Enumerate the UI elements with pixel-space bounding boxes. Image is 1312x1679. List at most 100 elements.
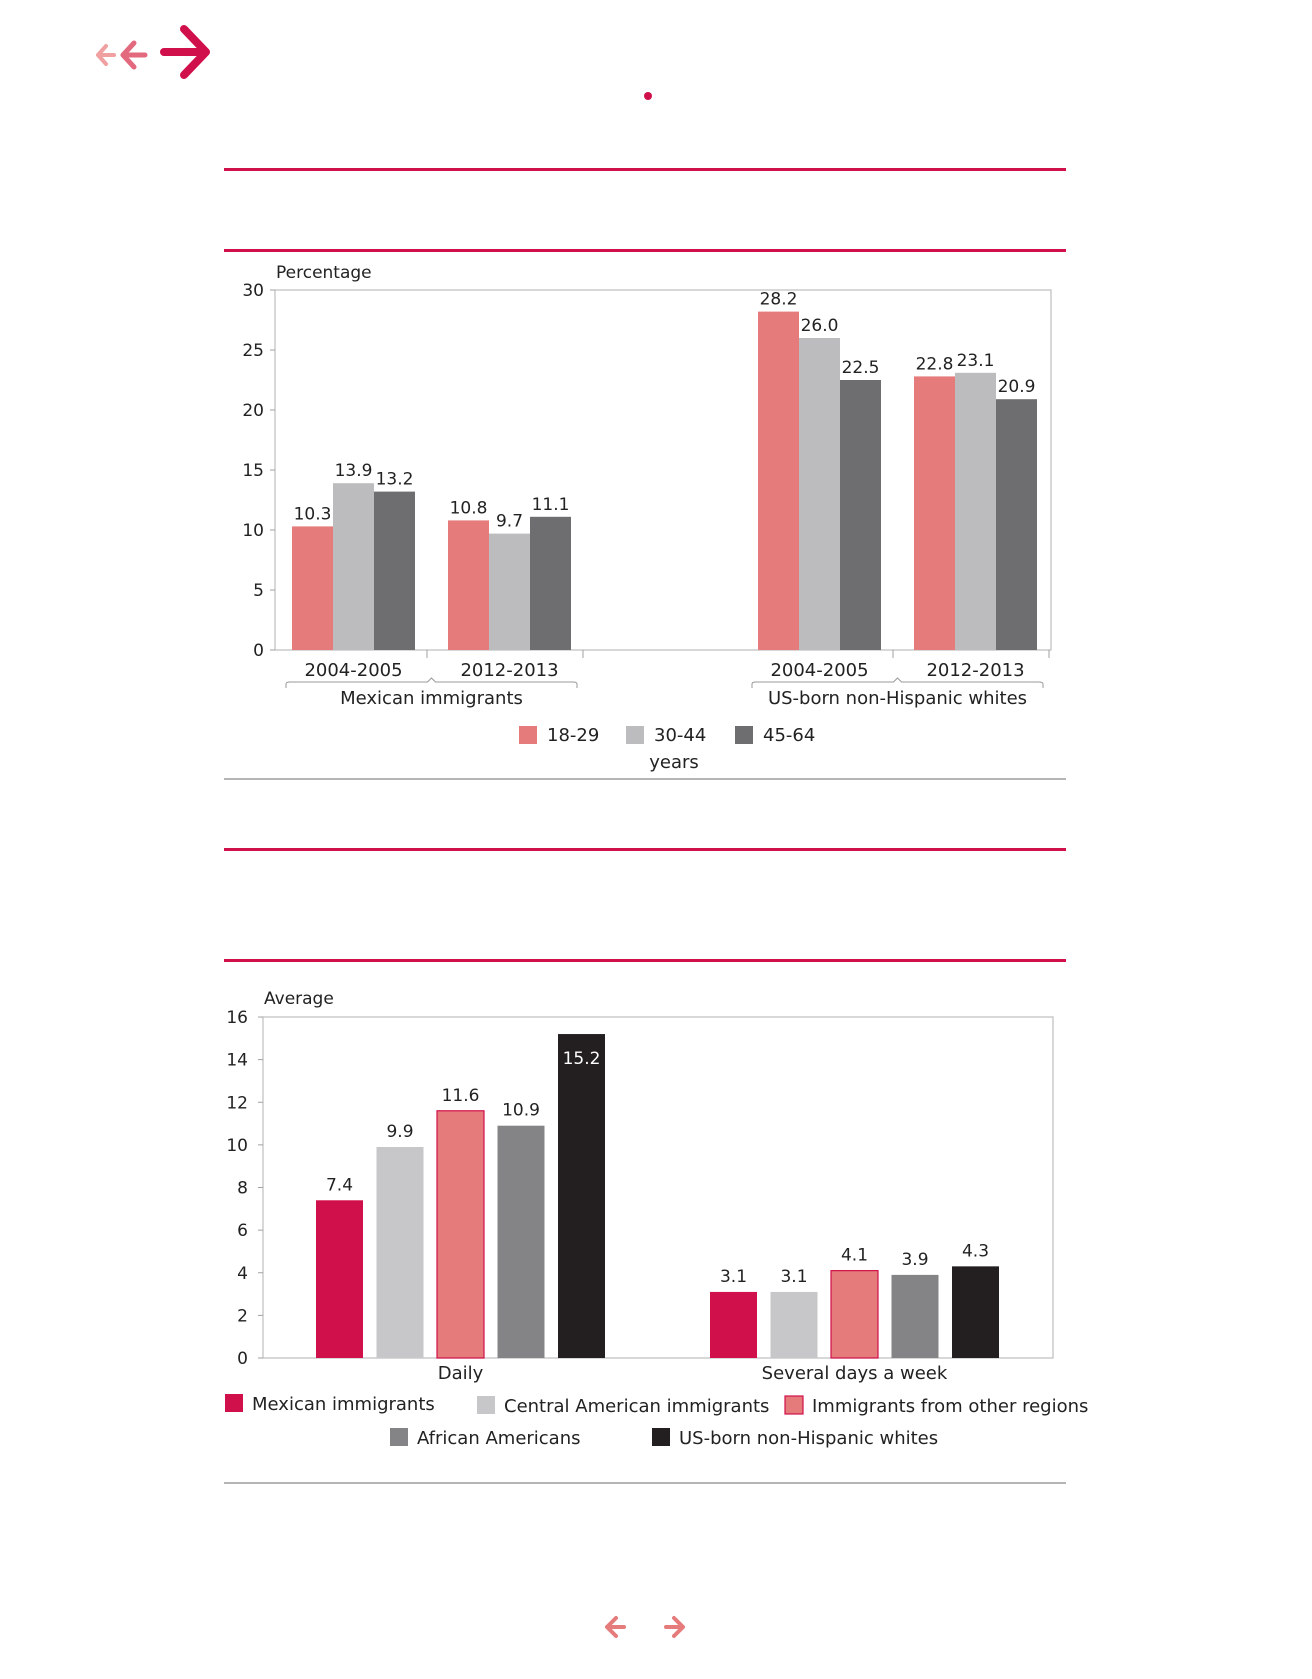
group-bracket (751, 677, 1044, 688)
divider-top (224, 168, 1066, 171)
bar (710, 1291, 757, 1358)
legend-swatch (477, 1396, 495, 1414)
y-tick-label: 12 (226, 1093, 248, 1113)
bar-value-label: 3.1 (720, 1267, 747, 1287)
bar-value-label: 10.9 (502, 1101, 540, 1121)
y-tick-label: 20 (242, 401, 264, 421)
divider-chart2-bottom (224, 1482, 1066, 1484)
legend-title: years (649, 752, 699, 773)
bar-value-label: 4.1 (841, 1246, 868, 1266)
period-label: 2012-2013 (460, 660, 558, 681)
divider-chart1-top (224, 249, 1066, 252)
bar-value-label: 10.3 (294, 504, 332, 524)
bar-value-label: 13.2 (376, 470, 414, 490)
y-tick-label: 0 (253, 641, 264, 661)
bar-value-label: 15.2 (563, 1049, 601, 1069)
y-axis-label: Percentage (276, 263, 372, 283)
y-tick-label: 30 (242, 281, 264, 301)
period-label: 2004-2005 (304, 660, 402, 681)
bullet-dot (644, 92, 652, 100)
bar-value-label: 22.8 (916, 354, 954, 374)
forward-icon[interactable] (158, 24, 212, 80)
bar (799, 338, 840, 650)
legend-label: 18-29 (547, 725, 599, 746)
bar-value-label: 3.1 (780, 1267, 807, 1287)
legend-label: US-born non-Hispanic whites (679, 1428, 938, 1449)
legend-label: Mexican immigrants (252, 1394, 435, 1415)
legend-swatch (784, 1395, 804, 1415)
group-label: US-born non-Hispanic whites (768, 688, 1027, 709)
y-tick-label: 10 (226, 1136, 248, 1156)
legend-swatch (390, 1428, 408, 1446)
group-bracket (285, 677, 578, 688)
bar-value-label: 28.2 (760, 290, 798, 310)
y-tick-label: 5 (253, 581, 264, 601)
y-tick-label: 0 (237, 1349, 248, 1369)
bar-value-label: 20.9 (998, 377, 1036, 397)
age-group-percentage-chart: 0 5 10 15 20 25 30 Percentage 10.3 13.9 13.2 2004-2… (242, 263, 1052, 773)
legend-label: Central American immigrants (504, 1396, 769, 1417)
bar (996, 399, 1037, 650)
category-label: Daily (438, 1363, 484, 1384)
bar (374, 491, 415, 650)
y-tick-label: 15 (242, 461, 264, 481)
divider-chart1-bottom (224, 778, 1066, 780)
back-small-icon[interactable] (92, 40, 116, 70)
y-tick-label: 6 (237, 1221, 248, 1241)
bar (376, 1147, 424, 1358)
legend-label: Immigrants from other regions (812, 1396, 1088, 1417)
bar (436, 1110, 485, 1359)
bar (448, 520, 489, 650)
bar (292, 526, 333, 650)
bar-value-label: 23.1 (957, 351, 995, 371)
bar-value-label: 22.5 (842, 358, 880, 378)
bar (316, 1200, 363, 1358)
legend-swatch (735, 726, 753, 744)
bar (770, 1291, 818, 1358)
prev-page-icon[interactable] (602, 1614, 628, 1640)
bar-value-label: 9.9 (386, 1122, 413, 1142)
bar (558, 1034, 605, 1358)
divider-chart2-top (224, 959, 1066, 962)
bar-value-label: 3.9 (901, 1250, 928, 1270)
y-tick-label: 14 (226, 1051, 248, 1071)
bar (530, 516, 571, 650)
bar-value-label: 26.0 (801, 316, 839, 336)
bar (497, 1125, 545, 1358)
back-icon[interactable] (116, 38, 148, 72)
legend-label: African Americans (417, 1428, 581, 1449)
legend-swatch (519, 726, 537, 744)
group-label: Mexican immigrants (340, 688, 523, 709)
bar (830, 1270, 879, 1359)
bar-value-label: 4.3 (962, 1241, 989, 1261)
bar (489, 533, 530, 650)
bar-value-label: 11.6 (442, 1086, 480, 1106)
category-label: Several days a week (762, 1363, 948, 1384)
bar-value-label: 11.1 (532, 495, 570, 515)
bar (952, 1266, 999, 1358)
bar (891, 1274, 939, 1358)
bar (914, 376, 955, 650)
y-tick-label: 25 (242, 341, 264, 361)
bar-value-label: 10.8 (450, 498, 488, 518)
y-tick-label: 4 (237, 1264, 248, 1284)
bar (333, 483, 374, 650)
period-label: 2004-2005 (770, 660, 868, 681)
bar-value-label: 9.7 (496, 512, 523, 532)
y-tick-label: 2 (237, 1306, 248, 1326)
legend-swatch (626, 726, 644, 744)
legend-label: 30-44 (654, 725, 706, 746)
y-tick-label: 16 (226, 1008, 248, 1028)
legend-swatch (652, 1428, 670, 1446)
bar (955, 372, 996, 650)
next-page-icon[interactable] (662, 1614, 688, 1640)
y-tick-label: 10 (242, 521, 264, 541)
legend-label: 45-64 (763, 725, 815, 746)
bar (758, 311, 799, 650)
legend-swatch (225, 1394, 243, 1412)
divider-section2-top (224, 848, 1066, 851)
bar-value-label: 13.9 (335, 461, 373, 481)
period-label: 2012-2013 (926, 660, 1024, 681)
y-tick-label: 8 (237, 1179, 248, 1199)
